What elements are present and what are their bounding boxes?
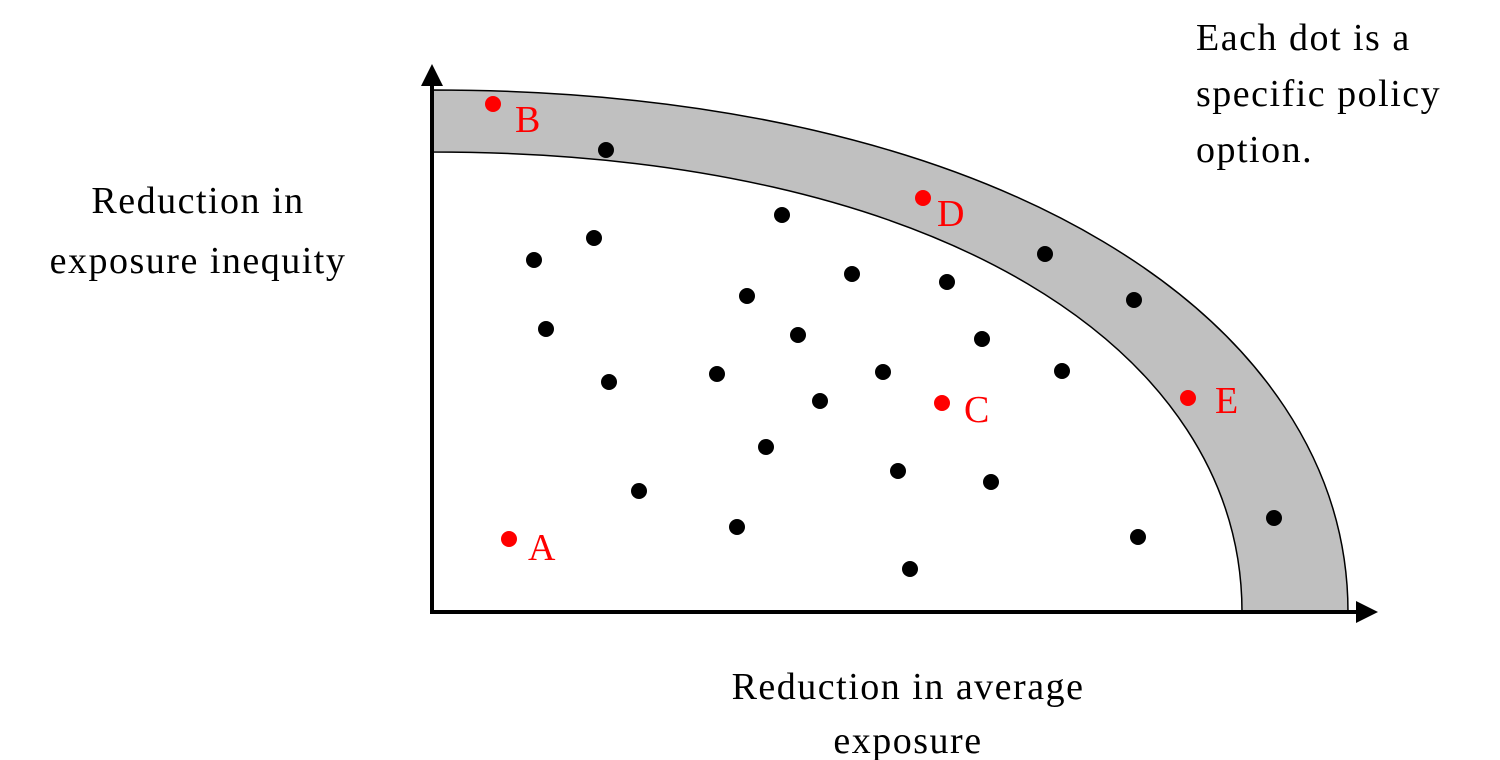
policy-dot [729, 519, 745, 535]
policy-dot [1266, 510, 1282, 526]
policy-dot [1126, 292, 1142, 308]
policy-dot [538, 321, 554, 337]
x-axis-arrow-icon [1356, 601, 1378, 623]
policy-option-dots [526, 142, 1282, 577]
policy-dot [598, 142, 614, 158]
x-axis-label-line1: Reduction in average [732, 666, 1085, 708]
policy-dot [586, 230, 602, 246]
note-line2: specific policy [1196, 73, 1441, 115]
policy-dot [974, 331, 990, 347]
point-c-dot [934, 395, 950, 411]
point-a-label: A [528, 527, 556, 569]
y-axis-label-line2: exposure inequity [50, 240, 347, 282]
policy-dot [1130, 529, 1146, 545]
policy-dot [902, 561, 918, 577]
y-axis-arrow-icon [421, 64, 443, 86]
policy-dot [790, 327, 806, 343]
x-axis-label-line2: exposure [833, 720, 982, 760]
policy-dot [939, 274, 955, 290]
policy-dot [758, 439, 774, 455]
policy-dot [890, 463, 906, 479]
policy-dot [1054, 363, 1070, 379]
point-b-label: B [515, 99, 540, 141]
y-axis-label-line1: Reduction in [91, 180, 304, 222]
note-line3: option. [1196, 129, 1313, 171]
policy-dot [739, 288, 755, 304]
policy-dot [983, 474, 999, 490]
policy-dot [774, 207, 790, 223]
point-a-dot [501, 531, 517, 547]
policy-dot [526, 252, 542, 268]
policy-dot [1037, 246, 1053, 262]
point-c-label: C [964, 389, 989, 431]
point-d-dot [915, 190, 931, 206]
highlighted-points: B D C E A [485, 96, 1238, 569]
point-e-label: E [1215, 380, 1238, 422]
point-b-dot [485, 96, 501, 112]
policy-dot [812, 393, 828, 409]
policy-dot [631, 483, 647, 499]
policy-dot [709, 366, 725, 382]
policy-dot [844, 266, 860, 282]
policy-dot [875, 364, 891, 380]
policy-dot [601, 374, 617, 390]
point-d-label: D [937, 193, 964, 235]
point-e-dot [1180, 390, 1196, 406]
note-line1: Each dot is a [1196, 17, 1411, 59]
